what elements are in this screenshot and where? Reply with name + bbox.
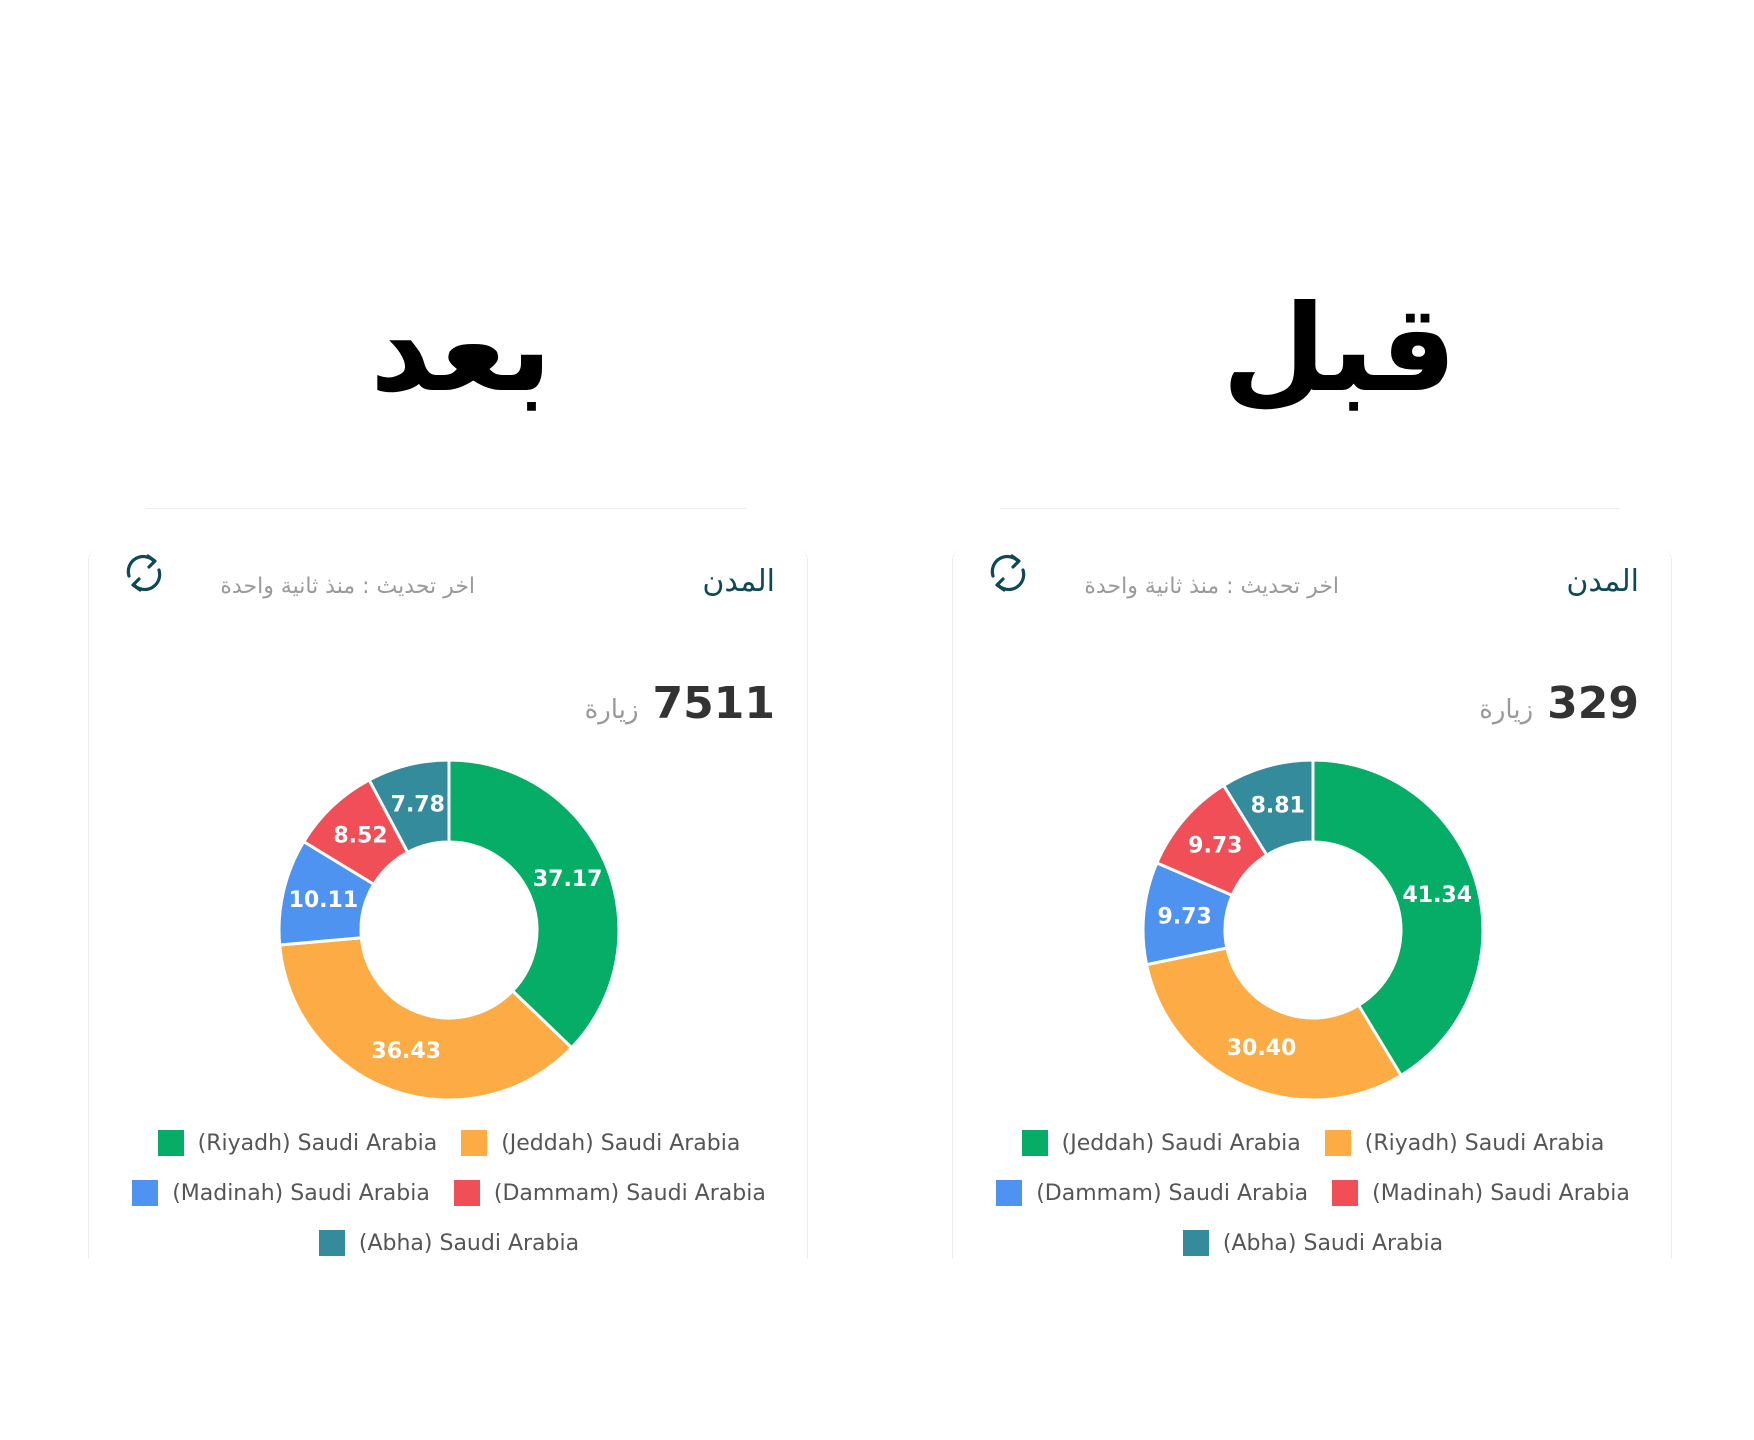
- legend-item-dammam-saudi-arabia[interactable]: (Dammam) Saudi Arabia: [453, 1180, 766, 1206]
- slice-riyadh-saudi-arabia[interactable]: [1144, 946, 1404, 1102]
- cities-card-after: المدن اخر تحديث : منذ ثانية واحدة 7511 ز…: [88, 550, 808, 1258]
- divider-right: [1000, 508, 1620, 509]
- visits-count: 7511: [652, 678, 775, 729]
- divider-left: [146, 508, 746, 509]
- slice-label-abha-saudi-arabia: 8.81: [1251, 793, 1305, 818]
- legend-item-dammam-saudi-arabia[interactable]: (Dammam) Saudi Arabia: [996, 1180, 1308, 1206]
- legend-swatch: [157, 1130, 184, 1156]
- legend-swatch: [132, 1180, 159, 1206]
- legend-label: (Abha) Saudi Arabia: [358, 1230, 580, 1256]
- slice-abha-saudi-arabia[interactable]: [367, 758, 451, 855]
- slice-label-abha-saudi-arabia: 7.78: [391, 792, 445, 817]
- legend-swatch: [318, 1230, 345, 1256]
- slice-label-dammam-saudi-arabia: 8.52: [333, 824, 387, 849]
- legend-before: (Jeddah) Saudi Arabia (Riyadh) Saudi Arab…: [953, 1118, 1673, 1268]
- slice-label-dammam-saudi-arabia: 9.73: [1158, 905, 1212, 930]
- legend-label: (Jeddah) Saudi Arabia: [1061, 1130, 1301, 1156]
- legend-after: (Riyadh) Saudi Arabia (Jeddah) Saudi Arab…: [89, 1118, 809, 1268]
- donut-chart-after: 37.17 36.43 10.11 8.527.78: [277, 758, 621, 1102]
- legend-swatch: [996, 1180, 1023, 1206]
- last-update-text: اخر تحديث : منذ ثانية واحدة: [1084, 574, 1339, 599]
- legend-label: (Jeddah) Saudi Arabia: [501, 1130, 741, 1156]
- legend-item-abha-saudi-arabia[interactable]: (Abha) Saudi Arabia: [1182, 1230, 1444, 1256]
- visits-label: زيارة: [1479, 695, 1534, 725]
- slice-jeddah-saudi-arabia[interactable]: [1311, 758, 1485, 1078]
- legend-item-jeddah-saudi-arabia[interactable]: (Jeddah) Saudi Arabia: [1021, 1130, 1301, 1156]
- card-title: المدن: [702, 564, 775, 599]
- slice-riyadh-saudi-arabia[interactable]: [447, 758, 621, 1050]
- slice-label-riyadh-saudi-arabia: 30.40: [1227, 1036, 1297, 1061]
- legend-swatch: [1182, 1230, 1209, 1256]
- card-title: المدن: [1566, 564, 1639, 599]
- legend-label: (Abha) Saudi Arabia: [1222, 1230, 1444, 1256]
- legend-label: (Madinah) Saudi Arabia: [172, 1180, 430, 1206]
- heading-before: قبل: [1222, 280, 1457, 419]
- legend-swatch: [461, 1130, 488, 1156]
- visits-count: 329: [1547, 678, 1639, 729]
- visits-summary: 329 زيارة: [1479, 678, 1639, 738]
- legend-item-jeddah-saudi-arabia[interactable]: (Jeddah) Saudi Arabia: [461, 1130, 740, 1156]
- slice-label-jeddah-saudi-arabia: 41.34: [1402, 883, 1472, 908]
- slice-label-jeddah-saudi-arabia: 36.43: [371, 1039, 441, 1064]
- visits-label: زيارة: [584, 695, 639, 725]
- legend-label: (Madinah) Saudi Arabia: [1372, 1180, 1630, 1206]
- visits-summary: 7511 زيارة: [585, 678, 775, 738]
- legend-swatch: [1332, 1180, 1359, 1206]
- legend-swatch: [453, 1180, 480, 1206]
- refresh-icon[interactable]: [985, 550, 1031, 596]
- slice-label-madinah-saudi-arabia: 9.73: [1188, 833, 1242, 858]
- legend-label: (Dammam) Saudi Arabia: [493, 1180, 766, 1206]
- legend-item-abha-saudi-arabia[interactable]: (Abha) Saudi Arabia: [318, 1230, 580, 1256]
- legend-swatch: [1021, 1130, 1048, 1156]
- legend-swatch: [1324, 1130, 1351, 1156]
- slice-abha-saudi-arabia[interactable]: [1221, 758, 1315, 858]
- slice-label-riyadh-saudi-arabia: 37.17: [533, 867, 603, 892]
- heading-after: بعد: [370, 280, 553, 419]
- legend-label: (Dammam) Saudi Arabia: [1036, 1180, 1309, 1206]
- legend-label: (Riyadh) Saudi Arabia: [1364, 1130, 1605, 1156]
- donut-chart-before: 41.34 30.40 9.73 9.73 8.81: [1141, 758, 1485, 1102]
- legend-item-madinah-saudi-arabia[interactable]: (Madinah) Saudi Arabia: [1332, 1180, 1630, 1206]
- legend-label: (Riyadh) Saudi Arabia: [197, 1130, 438, 1156]
- slice-label-madinah-saudi-arabia: 10.11: [289, 888, 359, 913]
- legend-item-riyadh-saudi-arabia[interactable]: (Riyadh) Saudi Arabia: [1324, 1130, 1605, 1156]
- last-update-text: اخر تحديث : منذ ثانية واحدة: [220, 574, 475, 599]
- cities-card-before: المدن اخر تحديث : منذ ثانية واحدة 329 زي…: [952, 550, 1672, 1258]
- legend-item-riyadh-saudi-arabia[interactable]: (Riyadh) Saudi Arabia: [157, 1130, 438, 1156]
- slice-jeddah-saudi-arabia[interactable]: [278, 936, 574, 1102]
- legend-item-madinah-saudi-arabia[interactable]: (Madinah) Saudi Arabia: [132, 1180, 430, 1206]
- refresh-icon[interactable]: [121, 550, 167, 596]
